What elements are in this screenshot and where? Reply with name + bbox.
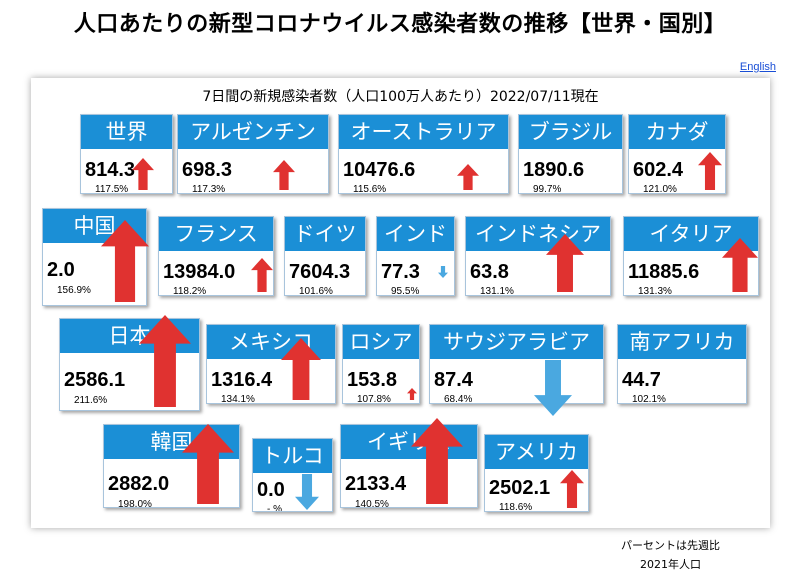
region-name: 世界: [81, 115, 172, 149]
region-change-percent: 102.1%: [632, 394, 666, 404]
region-change-percent: 121.0%: [643, 184, 677, 194]
arrow-up-icon: [251, 258, 273, 292]
region-change-percent: 131.1%: [480, 286, 514, 296]
arrow-up-icon: [101, 220, 149, 302]
arrow-up-icon: [139, 315, 191, 407]
arrow-up-icon: [560, 470, 584, 508]
region-card-brazil[interactable]: ブラジル 1890.6 99.7%: [518, 114, 623, 194]
region-value: 13984.0: [163, 261, 236, 283]
region-value: 2.0: [47, 259, 75, 281]
region-value: 63.8: [470, 261, 509, 283]
region-card-france[interactable]: フランス 13984.0 118.2%: [158, 216, 274, 296]
region-change-percent: - %: [267, 504, 282, 512]
arrow-up-icon: [722, 238, 758, 292]
region-name: インドネシア: [466, 217, 610, 251]
region-change-percent: 140.5%: [355, 499, 389, 508]
region-card-turkey[interactable]: トルコ 0.0 - %: [252, 438, 333, 512]
region-value: 87.4: [434, 369, 473, 391]
region-name: インド: [377, 217, 454, 251]
region-name: サウジアラビア: [430, 325, 603, 359]
region-name: アメリカ: [485, 435, 588, 469]
arrow-up-icon: [407, 388, 417, 400]
region-value: 814.3: [85, 159, 136, 181]
region-name: オーストラリア: [339, 115, 508, 149]
region-value: 44.7: [622, 369, 661, 391]
panel-subtitle: 7日間の新規感染者数（人口100万人あたり）2022/07/11現在: [202, 89, 599, 105]
region-name: アルゼンチン: [178, 115, 328, 149]
arrow-up-icon: [457, 164, 479, 190]
region-card-india[interactable]: インド 77.3 95.5%: [376, 216, 455, 296]
note-percent: パーセントは先週比: [621, 539, 720, 552]
region-card-canada[interactable]: カナダ 602.4 121.0%: [628, 114, 726, 194]
arrow-up-icon: [698, 152, 722, 190]
arrow-up-icon: [182, 424, 234, 504]
arrow-up-icon: [281, 338, 321, 400]
english-link[interactable]: English: [739, 61, 776, 73]
region-value: 2882.0: [108, 473, 170, 495]
region-value: 1890.6: [523, 159, 585, 181]
region-change-percent: 131.3%: [638, 286, 672, 296]
region-card-indonesia[interactable]: インドネシア 63.8 131.1%: [465, 216, 611, 296]
region-change-percent: 68.4%: [444, 394, 473, 404]
region-change-percent: 118.2%: [173, 286, 207, 296]
region-change-percent: 211.6%: [74, 395, 108, 406]
region-value: 602.4: [633, 159, 684, 181]
region-name: カナダ: [629, 115, 725, 149]
region-change-percent: 115.6%: [353, 184, 387, 194]
region-name: トルコ: [253, 439, 332, 473]
region-value: 153.8: [347, 369, 398, 391]
arrow-up-icon: [273, 160, 295, 190]
arrow-up-icon: [411, 418, 463, 504]
region-change-percent: 117.5%: [95, 184, 129, 194]
region-value: 2133.4: [345, 473, 407, 495]
region-change-percent: 156.9%: [57, 285, 91, 296]
arrow-up-icon: [132, 158, 154, 190]
arrow-down-icon: [295, 474, 319, 510]
region-value: 0.0: [257, 479, 285, 501]
region-name: ドイツ: [285, 217, 365, 251]
region-value: 1316.4: [211, 369, 273, 391]
legend-note: パーセントは先週比 2021年人口: [621, 536, 720, 574]
region-value: 77.3: [381, 261, 420, 283]
region-change-percent: 99.7%: [533, 184, 562, 194]
region-change-percent: 134.1%: [221, 394, 255, 404]
region-change-percent: 107.8%: [357, 394, 391, 404]
note-population: 2021年人口: [640, 558, 701, 571]
region-card-world[interactable]: 世界 814.3 117.5%: [80, 114, 173, 194]
region-value: 698.3: [182, 159, 233, 181]
region-card-argentina[interactable]: アルゼンチン 698.3 117.3%: [177, 114, 329, 194]
region-value: 2586.1: [64, 369, 126, 391]
region-change-percent: 118.6%: [499, 502, 533, 512]
region-card-south-africa[interactable]: 南アフリカ 44.7 102.1%: [617, 324, 747, 404]
region-value: 2502.1: [489, 477, 551, 499]
region-change-percent: 117.3%: [192, 184, 226, 194]
dashboard-panel: 7日間の新規感染者数（人口100万人あたり）2022/07/11現在 世界 814…: [31, 78, 770, 571]
region-change-percent: 101.6%: [299, 286, 333, 296]
arrow-up-icon: [546, 234, 584, 292]
arrow-down-icon: [438, 266, 448, 278]
region-name: フランス: [159, 217, 273, 251]
region-value: 10476.6: [343, 159, 416, 181]
page-title: 人口あたりの新型コロナウイルス感染者数の推移【世界・国別】: [73, 12, 727, 37]
region-change-percent: 198.0%: [118, 499, 152, 508]
region-card-saudi-arabia[interactable]: サウジアラビア 87.4 68.4%: [429, 324, 604, 404]
region-card-australia[interactable]: オーストラリア 10476.6 115.6%: [338, 114, 509, 194]
region-card-germany[interactable]: ドイツ 7604.3 101.6%: [284, 216, 366, 296]
region-name: 南アフリカ: [618, 325, 746, 359]
arrow-down-icon: [534, 360, 572, 416]
region-value: 11885.6: [628, 261, 700, 283]
region-value: 7604.3: [289, 261, 351, 283]
region-change-percent: 95.5%: [391, 286, 420, 296]
region-name: ブラジル: [519, 115, 622, 149]
region-name: ロシア: [343, 325, 419, 359]
region-card-russia[interactable]: ロシア 153.8 107.8%: [342, 324, 420, 404]
